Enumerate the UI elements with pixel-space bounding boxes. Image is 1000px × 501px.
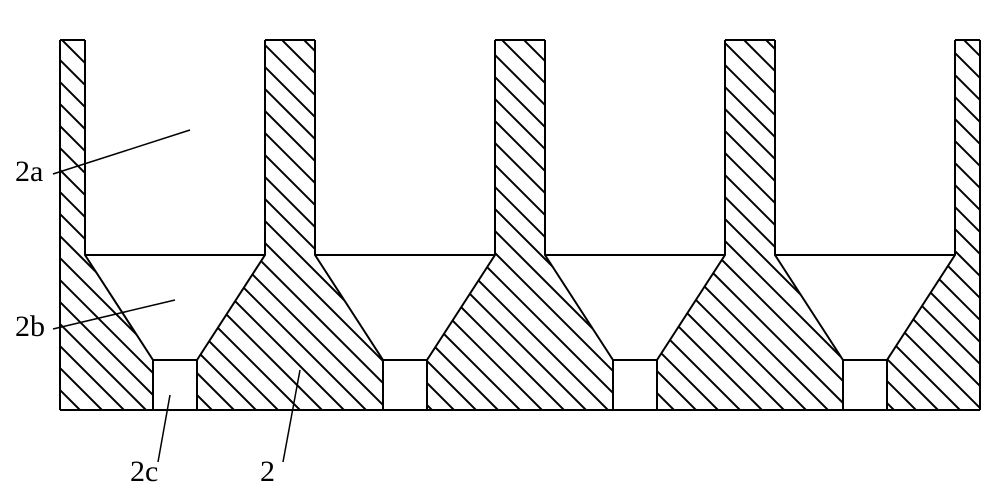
label-2a: 2a: [15, 155, 43, 189]
label-2c: 2c: [130, 455, 158, 489]
cross-section-diagram: [0, 0, 1000, 501]
label-2: 2: [260, 455, 275, 489]
label-2b: 2b: [15, 310, 45, 344]
